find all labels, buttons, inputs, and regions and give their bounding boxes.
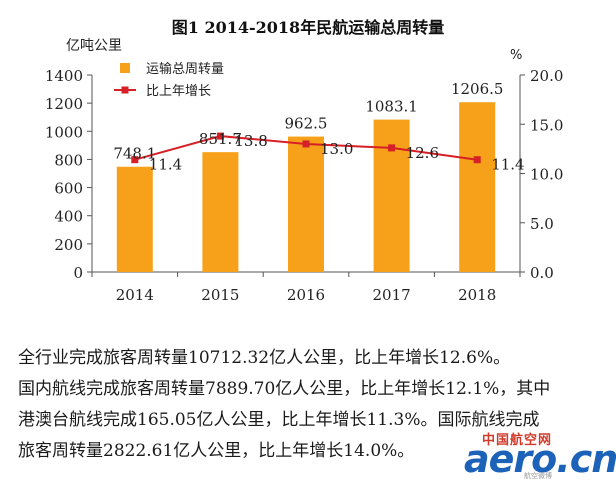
line-point bbox=[131, 156, 139, 164]
bar-data-label: 962.5 bbox=[285, 115, 328, 133]
bar-data-label: 1083.1 bbox=[365, 98, 418, 116]
line-point bbox=[388, 144, 396, 152]
watermark-logo: 中国航空网 aero.cn 航空微博 bbox=[458, 425, 616, 481]
x-tick-label: 2014 bbox=[116, 286, 154, 304]
bar-data-label: 748.1 bbox=[113, 145, 156, 163]
y-tick-label-left: 800 bbox=[54, 151, 83, 169]
y-tick-label-left: 400 bbox=[54, 208, 83, 226]
y-axis-right-label: % bbox=[510, 48, 522, 63]
line-point bbox=[473, 156, 481, 164]
watermark-sub-text: 航空微博 bbox=[524, 472, 552, 480]
paragraph-line-4: 旅客周转量2822.61亿人公里，比上年增长14.0%。 bbox=[18, 441, 415, 461]
y-tick-label-left: 0 bbox=[73, 264, 83, 282]
bar-data-label: 1206.5 bbox=[451, 80, 504, 98]
bar bbox=[459, 102, 496, 272]
line-point bbox=[216, 132, 224, 140]
paragraph-line-3: 港澳台航线完成165.05亿人公里，比上年增长11.3%。国际航线完成 bbox=[18, 410, 540, 430]
y-tick-label-right: 5.0 bbox=[530, 215, 554, 233]
chart-title: 图1 2014-2018年民航运输总周转量 bbox=[172, 18, 444, 37]
x-tick-label: 2017 bbox=[373, 286, 411, 304]
y-tick-label-left: 1400 bbox=[45, 67, 83, 85]
y-tick-label-right: 20.0 bbox=[530, 67, 563, 85]
bar bbox=[288, 136, 324, 272]
x-tick-label: 2015 bbox=[201, 286, 239, 304]
legend-bar-label: 运输总周转量 bbox=[146, 61, 224, 77]
line-data-label: 12.6 bbox=[406, 144, 439, 162]
paragraph-line-1: 全行业完成旅客周转量10712.32亿人公里，比上年增长12.6%。 bbox=[18, 348, 511, 368]
bar-data-label: 851.7 bbox=[199, 130, 242, 148]
legend-bar-swatch bbox=[120, 63, 130, 73]
y-tick-label-left: 1200 bbox=[45, 95, 83, 113]
line-data-label: 11.4 bbox=[491, 156, 524, 174]
y-tick-label-right: 15.0 bbox=[530, 116, 563, 134]
y-tick-label-right: 10.0 bbox=[530, 166, 563, 184]
line-data-label: 11.4 bbox=[149, 156, 182, 174]
bar bbox=[373, 119, 410, 273]
bar bbox=[116, 166, 153, 272]
y-tick-label-left: 600 bbox=[54, 180, 83, 198]
y-tick-label-left: 200 bbox=[54, 236, 83, 254]
watermark-cn-text: 中国航空网 bbox=[482, 433, 553, 448]
y-axis-left-label: 亿吨公里 bbox=[66, 38, 122, 54]
watermark-logo-text: aero.cn bbox=[464, 437, 616, 481]
x-tick-label: 2018 bbox=[458, 286, 496, 304]
legend-line-marker bbox=[121, 86, 129, 94]
paragraph-line-2: 国内航线完成旅客周转量7889.70亿人公里，比上年增长12.1%，其中 bbox=[18, 379, 551, 399]
y-tick-label-left: 1000 bbox=[45, 123, 83, 141]
x-tick-label: 2016 bbox=[287, 286, 325, 304]
line-data-label: 13.8 bbox=[234, 132, 267, 150]
line-point bbox=[302, 140, 310, 148]
line-data-label: 13.0 bbox=[320, 140, 353, 158]
y-tick-label-right: 0.0 bbox=[530, 264, 554, 282]
bar bbox=[202, 152, 239, 272]
legend-line-label: 比上年增长 bbox=[146, 84, 211, 99]
